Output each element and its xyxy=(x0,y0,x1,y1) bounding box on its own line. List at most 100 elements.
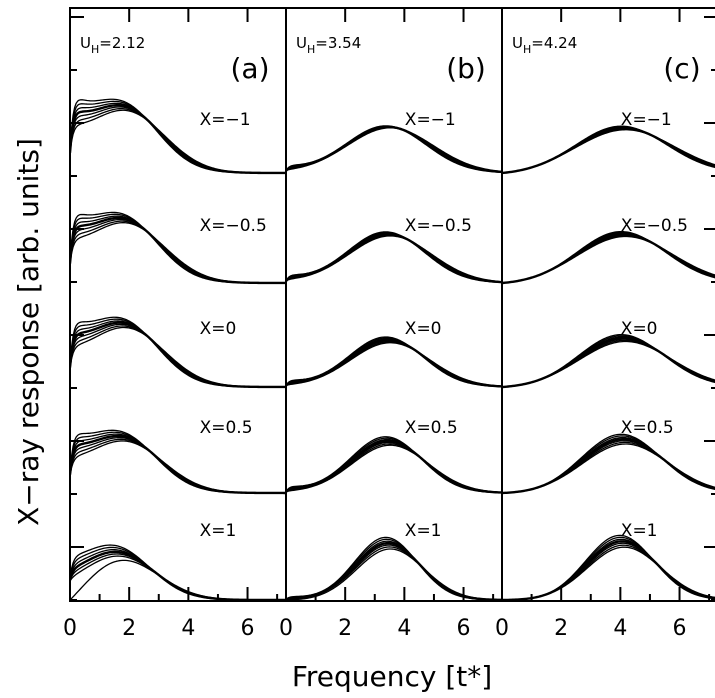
x-tick-label: 4 xyxy=(397,616,411,641)
x-tick-label: 0 xyxy=(63,616,77,641)
series-line xyxy=(502,546,715,601)
series-line xyxy=(502,340,715,388)
x-tick-label: 2 xyxy=(554,616,568,641)
series-line xyxy=(70,109,286,174)
series-line xyxy=(70,107,286,174)
series-line xyxy=(502,336,715,389)
series-line xyxy=(286,541,502,601)
x-value-label: X=−1 xyxy=(621,110,672,130)
curve-family xyxy=(70,316,286,389)
x-tick-label: 6 xyxy=(457,616,471,641)
curve-family xyxy=(70,544,286,601)
x-tick-label: 0 xyxy=(495,616,509,641)
series-line xyxy=(502,534,715,601)
x-tick-label: 0 xyxy=(279,616,293,641)
series-line xyxy=(286,340,502,387)
curve-family xyxy=(70,98,286,175)
curve-family xyxy=(502,230,715,285)
curve-family xyxy=(70,211,286,285)
x-value-label: X=0.5 xyxy=(405,418,458,438)
series-line xyxy=(286,436,502,494)
curve-family xyxy=(502,125,715,175)
x-value-label: X=−0.5 xyxy=(621,216,688,236)
panel-tag: (c) xyxy=(663,52,700,85)
series-line xyxy=(502,232,715,285)
series-line xyxy=(70,555,286,601)
panel-frame xyxy=(285,7,503,602)
series-line xyxy=(70,321,286,389)
series-line xyxy=(286,336,502,388)
series-line xyxy=(70,100,286,174)
x-tick-label: 2 xyxy=(338,616,352,641)
series-line xyxy=(70,316,286,388)
x-tick-label: 6 xyxy=(673,616,687,641)
series-line xyxy=(70,553,286,601)
x-value-label: X=−0.5 xyxy=(200,216,267,236)
x-tick-label: 4 xyxy=(613,616,627,641)
panel-tag: (b) xyxy=(446,52,486,85)
series-line xyxy=(286,544,502,601)
series-line xyxy=(502,232,715,284)
panel-u-label: UH=3.54 xyxy=(296,34,361,56)
series-line xyxy=(286,235,502,283)
curve-family xyxy=(502,534,715,601)
series-line xyxy=(70,106,286,174)
series-line xyxy=(502,538,715,601)
series-line xyxy=(502,441,715,494)
series-line xyxy=(70,429,286,494)
series-line xyxy=(70,98,286,174)
series-line xyxy=(286,231,502,284)
series-line xyxy=(286,443,502,494)
series-line xyxy=(502,433,715,494)
series-line xyxy=(502,333,715,388)
series-line xyxy=(286,536,502,601)
curve-family xyxy=(502,333,715,389)
series-line xyxy=(286,540,502,601)
series-line xyxy=(502,544,715,601)
panel-1: 0 2 4 6 UH=2.12 (a) X=−1 X=−0.5 X=0 X=0.5 X=1 xyxy=(63,7,287,641)
series-line xyxy=(502,230,715,284)
x-value-label: X=0 xyxy=(405,319,442,339)
panel-frame xyxy=(501,7,715,602)
series-line xyxy=(502,125,715,174)
panel-tag: (a) xyxy=(230,52,269,85)
panel-frame xyxy=(69,7,287,602)
series-line xyxy=(286,125,502,173)
series-line xyxy=(286,546,502,601)
curve-family xyxy=(286,336,502,388)
series-line xyxy=(286,341,502,387)
panels-group: 0 2 4 6 UH=2.12 (a) X=−1 X=−0.5 X=0 X=0.5 X=1 0 2 4 6 U… xyxy=(63,7,715,641)
panel-3: 0 2 4 6 UH=4.24 (c) X=−1 X=−0.5 X=0 X=0.5 X=1 xyxy=(495,7,715,641)
curve-family xyxy=(286,536,502,601)
series-line xyxy=(286,125,502,174)
y-axis-title: X−ray response [arb. units] xyxy=(12,138,45,526)
series-line xyxy=(502,443,715,494)
series-line xyxy=(286,538,502,601)
x-value-label: X=−1 xyxy=(405,110,456,130)
series-line xyxy=(70,102,286,174)
series-line xyxy=(286,337,502,388)
panel-2: 0 2 4 6 UH=3.54 (b) X=−1 X=−0.5 X=0 X=0.5 X=1 xyxy=(279,7,503,641)
series-line xyxy=(70,438,286,494)
x-value-label: X=0 xyxy=(200,319,237,339)
series-line xyxy=(286,338,502,388)
series-line xyxy=(502,126,715,174)
x-value-label: X=−0.5 xyxy=(405,216,472,236)
series-line xyxy=(502,339,715,388)
x-tick-label: 2 xyxy=(122,616,136,641)
curve-family xyxy=(502,433,715,495)
series-line xyxy=(70,559,286,601)
series-line xyxy=(70,434,286,495)
series-line xyxy=(502,440,715,494)
series-line xyxy=(70,440,286,494)
series-line xyxy=(70,326,286,388)
panel-u-label: UH=4.24 xyxy=(512,34,577,56)
series-line xyxy=(70,211,286,284)
x-value-label: X=0 xyxy=(621,319,658,339)
x-value-label: X=−1 xyxy=(200,110,251,130)
series-line xyxy=(286,342,502,387)
curve-family xyxy=(286,436,502,494)
x-value-label: X=0.5 xyxy=(621,418,674,438)
curve-family xyxy=(286,125,502,174)
curve-family xyxy=(70,429,286,495)
